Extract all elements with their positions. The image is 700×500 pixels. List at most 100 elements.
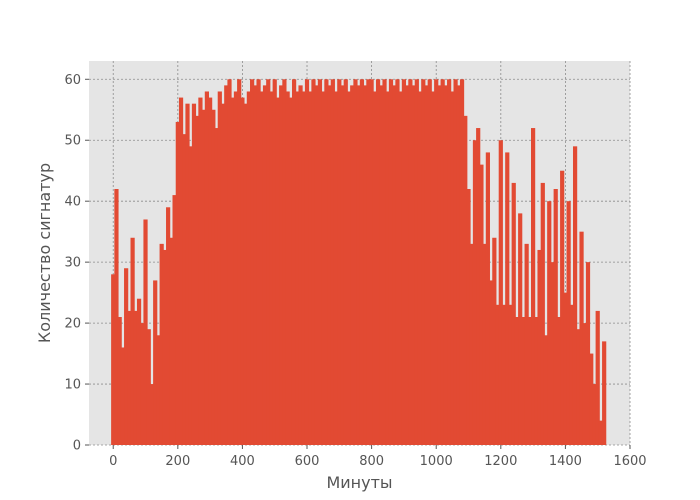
y-tick-label: 50: [64, 134, 81, 149]
bar: [195, 115, 200, 445]
y-axis-label: Количество сигнатур: [35, 163, 54, 343]
x-tick-label: 200: [165, 454, 190, 469]
bar: [282, 79, 287, 446]
bar: [602, 341, 607, 445]
bar: [321, 91, 326, 445]
bar: [579, 231, 584, 445]
bar: [162, 249, 168, 445]
bar: [169, 237, 174, 445]
bar: [314, 85, 319, 445]
bar: [359, 79, 365, 446]
bar: [495, 304, 500, 445]
bar: [498, 140, 503, 445]
bar: [472, 140, 478, 445]
bar: [511, 182, 516, 445]
bar: [540, 182, 545, 445]
bar: [153, 280, 158, 445]
x-tick-label: 1000: [420, 454, 453, 469]
bar: [405, 85, 410, 445]
bar: [543, 335, 549, 445]
bar: [124, 268, 129, 445]
bar: [443, 85, 448, 445]
x-tick-label: 0: [109, 454, 117, 469]
bar: [414, 79, 419, 446]
x-tick-label: 600: [295, 454, 320, 469]
bar: [211, 109, 216, 445]
bar: [592, 384, 597, 445]
bar: [117, 317, 122, 445]
bar: [521, 317, 526, 445]
bar: [136, 298, 142, 445]
bar: [411, 85, 416, 445]
bar: [275, 97, 281, 446]
bar: [172, 195, 177, 445]
bar: [434, 79, 439, 446]
bar: [424, 85, 429, 445]
bar: [301, 91, 306, 445]
bar: [133, 310, 138, 445]
bar: [214, 128, 219, 446]
bar: [589, 353, 594, 445]
bar: [149, 384, 155, 445]
bar: [401, 79, 407, 446]
bar: [259, 91, 264, 445]
bar: [524, 243, 529, 445]
bar: [421, 79, 426, 446]
bar: [256, 79, 261, 446]
bar: [566, 201, 571, 445]
bar: [466, 189, 471, 445]
x-axis-label: Минуты: [326, 473, 392, 492]
bar: [269, 91, 274, 445]
bar: [430, 91, 436, 445]
bar: [375, 79, 381, 446]
bar: [350, 85, 355, 445]
bar: [324, 79, 329, 446]
bar: [317, 79, 323, 446]
bar: [417, 91, 423, 445]
bar: [398, 91, 403, 445]
bar: [479, 164, 484, 445]
bar: [337, 79, 342, 446]
bar: [427, 79, 432, 446]
bar: [204, 91, 209, 445]
bar: [243, 103, 248, 446]
bar: [111, 274, 116, 445]
bar-series: [111, 79, 607, 446]
bar: [492, 237, 497, 445]
y-tick-label: 30: [64, 256, 81, 271]
y-tick-label: 10: [64, 378, 81, 393]
bar: [175, 121, 180, 445]
bar: [327, 85, 332, 445]
bar: [459, 79, 465, 446]
bar: [408, 79, 413, 446]
bar: [447, 79, 452, 446]
bar: [585, 262, 591, 445]
bar: [159, 243, 164, 445]
bar: [240, 97, 245, 446]
bar: [279, 85, 284, 445]
bar: [369, 79, 374, 446]
bar: [363, 85, 368, 445]
bar: [120, 347, 126, 445]
bar: [237, 79, 242, 446]
bar: [366, 79, 371, 446]
bar: [130, 237, 135, 445]
bar: [185, 103, 190, 446]
bar: [346, 91, 352, 445]
bar: [560, 170, 565, 445]
bar: [388, 79, 394, 446]
y-tick-label: 40: [64, 195, 81, 210]
bar: [295, 91, 300, 445]
x-tick-label: 1200: [484, 454, 517, 469]
bar: [595, 310, 600, 445]
bar: [330, 79, 335, 446]
x-tick-label: 400: [230, 454, 255, 469]
bar: [201, 109, 206, 445]
y-tick-label: 20: [64, 317, 81, 332]
bar: [582, 323, 587, 445]
bar: [527, 317, 532, 445]
x-tick-label: 1400: [549, 454, 582, 469]
bar: [453, 79, 458, 446]
bar: [156, 335, 161, 445]
bar: [485, 152, 490, 445]
